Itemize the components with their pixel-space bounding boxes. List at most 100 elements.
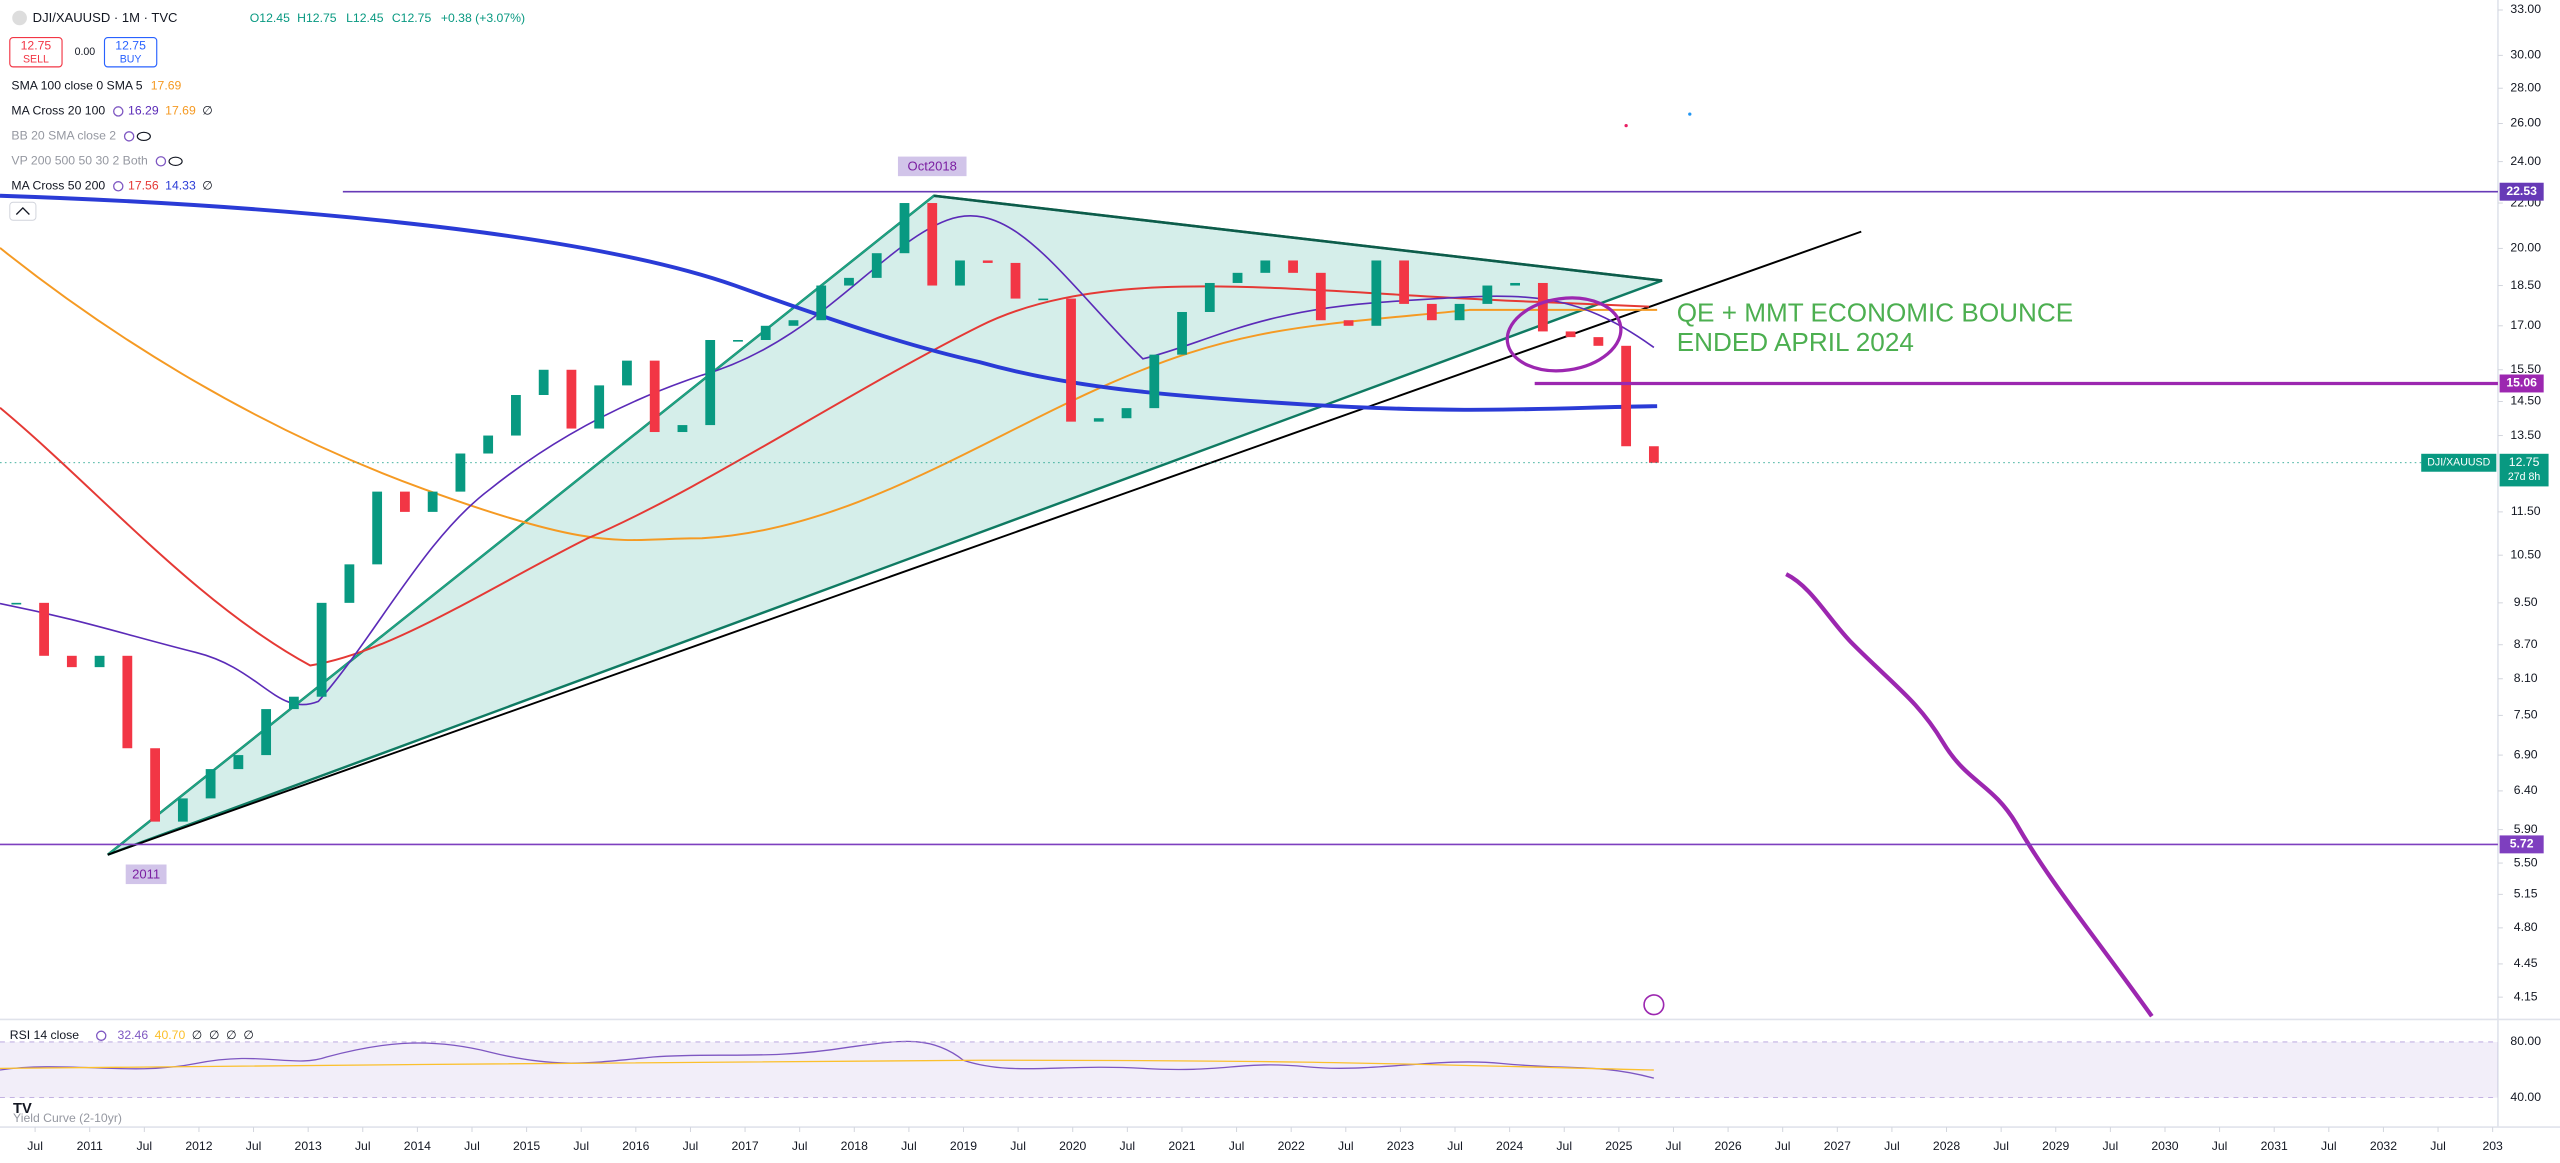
indicator-name: MA Cross 50 200 [11,179,105,193]
y-tick-label: 9.50 [2514,595,2538,609]
x-tick-label: Jul [246,1139,262,1153]
candle-body [705,340,716,426]
indicator-name: BB 20 SMA close 2 [11,129,116,143]
candle-body [511,395,521,436]
candle-body [594,385,605,429]
symbol-box [2421,453,2497,472]
candle-body [1399,260,1409,304]
candle-body [1482,285,1493,304]
rsi-tick-label: 40.00 [2510,1090,2541,1104]
x-tick-label: Jul [683,1139,699,1153]
x-tick-label: 2028 [1933,1139,1960,1153]
rsi-value: ∅ [209,1028,220,1042]
x-tick-label: Jul [1229,1139,1245,1153]
rsi-value: ∅ [226,1028,237,1042]
x-tick-label: 2016 [622,1139,649,1153]
candle-body [1371,260,1382,326]
candle-body [1232,272,1243,283]
candle-body [1121,408,1132,419]
y-tick-label: 14.50 [2510,394,2541,408]
indicator-name: VP 200 500 50 30 2 Both [11,154,147,168]
x-tick-label: Jul [901,1139,917,1153]
projection-curve [1785,572,2154,1018]
ohlc-change: +0.38 (+3.07%) [441,11,525,25]
x-tick-label: 2030 [2151,1139,2178,1153]
candle-body [1149,354,1160,409]
candles [11,203,1659,822]
x-tick-label: 2027 [1824,1139,1851,1153]
sell-button[interactable] [9,36,63,68]
y-tick-label: 24.00 [2510,154,2541,168]
candle-body [816,285,827,321]
candle-body [1260,260,1271,273]
rsi-band [0,1041,2498,1098]
candle-body [1510,282,1520,286]
candle-body [1066,298,1076,422]
annotation-text: ENDED APRIL 2024 [1677,327,1914,357]
candle-body [927,203,938,286]
x-tick-label: 2024 [1496,1139,1523,1153]
y-tick-label: 15.50 [2510,362,2541,376]
y-tick-label: 8.10 [2514,671,2538,685]
candle-body [677,425,688,433]
candle-body [1454,303,1465,321]
x-tick-label: Jul [2430,1139,2446,1153]
rsi-ma-line [0,1059,1654,1071]
x-tick-label: Jul [573,1139,589,1153]
x-tick-label: Jul [1556,1139,1572,1153]
x-tick-label: Jul [792,1139,808,1153]
x-tick-label: 2014 [404,1139,431,1153]
x-tick-label: 2018 [841,1139,868,1153]
collapse-button[interactable] [9,201,37,221]
dot [1624,123,1628,128]
rsi-legend: 32.46 40.70 ∅ ∅ ∅ ∅ [96,1028,254,1042]
indicator-value: 17.69 [165,104,196,118]
y-tick-label: 7.50 [2514,708,2538,722]
candle-body [455,453,466,492]
candle-body [871,253,882,278]
price-label-box [2499,182,2544,201]
candle-body [483,435,494,454]
rsi-line [0,1040,1655,1079]
buy-price: 12.75 [115,39,146,53]
price-label: 5.72 [2510,837,2534,851]
rsi-tick-label: 80.00 [2510,1034,2541,1048]
x-tick-label: 2026 [1714,1139,1741,1153]
annotation: Oct2018 [908,159,957,174]
chevron [15,207,30,215]
candle-body [177,798,188,822]
y-tick-label: 18.50 [2510,278,2541,292]
candle-body [39,602,49,656]
x-tick-label: 2029 [2042,1139,2069,1153]
settings-icon [123,131,135,142]
candle-body [538,369,549,396]
indicator-value: 17.69 [151,79,182,93]
highlight-circle [1505,296,1623,373]
candle-body [261,709,272,756]
x-tick-label: 2011 [77,1139,103,1153]
rsi-value: 40.70 [155,1028,186,1042]
x-tick-label: Jul [1775,1139,1791,1153]
candle-body [1426,303,1437,321]
yield-curve-label: Yield Curve (2-10yr) [13,1111,122,1125]
candle-body [1343,320,1354,326]
settings-icon [96,1030,107,1041]
y-tick-label: 5.15 [2514,887,2538,901]
x-tick-label: 2032 [2370,1139,2397,1153]
candle-body [649,360,660,433]
y-tick-label: 6.40 [2514,783,2538,797]
y-tick-label: 5.50 [2514,855,2538,869]
ohlc-open: O12.45 [250,11,290,25]
y-tick-label: 13.50 [2510,428,2541,442]
candle-body [122,655,133,749]
x-tick-label: Jul [1010,1139,1026,1153]
ma-50 [0,285,1650,667]
rsi-value: 32.46 [118,1028,149,1042]
indicator-name: SMA 100 close 0 SMA 5 [11,79,142,93]
candle-body [400,491,410,512]
y-tick-label: 8.70 [2514,637,2538,651]
indicator-value: ∅ [202,104,213,118]
annotation-box [125,864,167,885]
buy-button[interactable] [103,36,158,68]
